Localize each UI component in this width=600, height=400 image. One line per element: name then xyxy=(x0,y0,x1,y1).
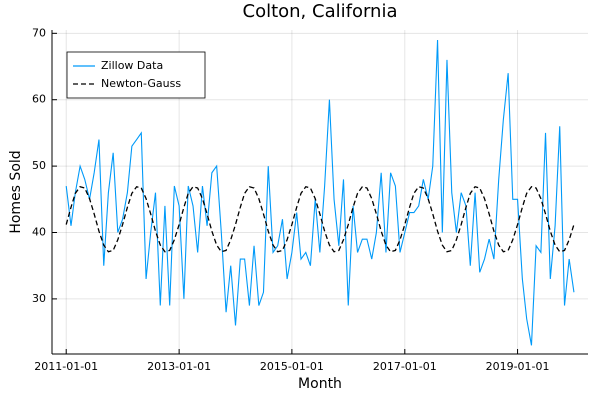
x-tick-label: 2013-01-01 xyxy=(147,360,211,373)
x-tick-label: 2019-01-01 xyxy=(486,360,550,373)
legend-label: Newton-Gauss xyxy=(101,77,181,90)
y-tick-label: 50 xyxy=(32,159,46,172)
chart-title: Colton, California xyxy=(243,1,398,22)
x-tick-label: 2011-01-01 xyxy=(34,360,98,373)
legend-label: Zillow Data xyxy=(101,59,163,72)
series-line xyxy=(65,39,575,346)
y-tick-label: 40 xyxy=(32,226,46,239)
y-axis-label: Homes Sold xyxy=(8,150,24,233)
x-tick-label: 2015-01-01 xyxy=(260,360,324,373)
series-line xyxy=(65,185,575,253)
x-axis-label: Month xyxy=(298,376,342,392)
x-tick-label: 2017-01-01 xyxy=(373,360,437,373)
y-tick-label: 70 xyxy=(32,26,46,39)
y-tick-label: 60 xyxy=(32,93,46,106)
y-tick-label: 30 xyxy=(32,292,46,305)
legend-box xyxy=(66,51,206,99)
